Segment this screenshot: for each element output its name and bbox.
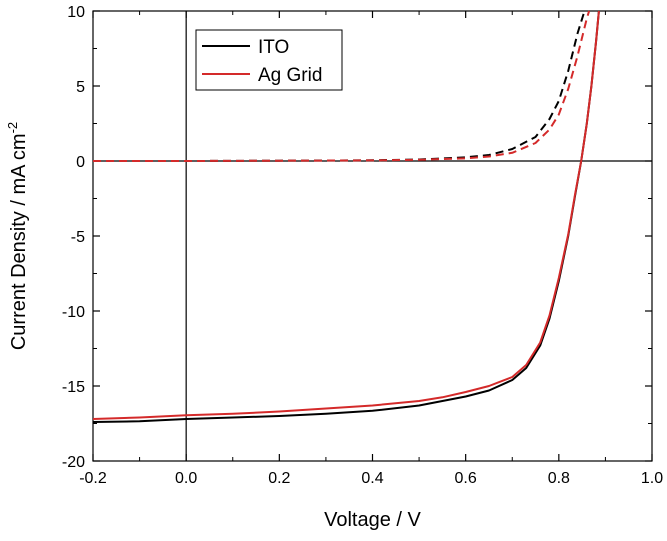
y-tick-label: 5 [76, 79, 85, 96]
x-tick-label: 0.8 [548, 470, 570, 487]
y-axis-title: Current Density / mA cm-2 [5, 122, 30, 350]
legend-box [195, 29, 343, 91]
series-line-3 [93, 10, 591, 162]
y-tick-label: 10 [67, 4, 85, 21]
series-line-0 [92, 10, 600, 423]
y-tick-label: 0 [76, 154, 85, 171]
x-tick-label: 0.0 [175, 470, 197, 487]
x-tick-label: -0.2 [79, 470, 107, 487]
x-axis-title: Voltage / V [324, 509, 421, 531]
y-axis-title-main: Current Density / mA cm [8, 133, 30, 350]
x-tick-label: 0.6 [455, 470, 477, 487]
series-line-1 [92, 10, 600, 420]
y-tick-label: -20 [62, 454, 85, 471]
axes-layer: -0.2 0.0 0.2 0.4 0.6 0.8 1.0 -20 -15 -10 -5 0 5 10 [62, 4, 663, 487]
x-tick-label: 0.2 [268, 470, 290, 487]
legend-label-ito: ITO [258, 37, 289, 58]
y-tick-label: -5 [71, 229, 85, 246]
y-tick-label: -10 [62, 304, 85, 321]
y-tick-label: -15 [62, 379, 85, 396]
series-layer [92, 10, 600, 423]
x-tick-label: 0.4 [361, 470, 383, 487]
y-axis-title-superscript: -2 [5, 122, 20, 134]
x-tick-label: 1.0 [641, 470, 663, 487]
legend: ITO Ag Grid [195, 29, 343, 91]
legend-label-ag-grid: Ag Grid [258, 65, 322, 86]
